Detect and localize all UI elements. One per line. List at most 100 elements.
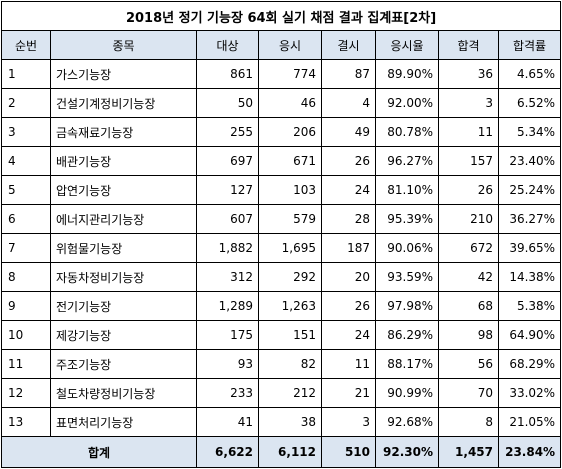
title-row: 2018년 정기 기능장 64회 실기 채점 결과 집계표[2차] (0, 1, 562, 31)
cell-applied: 1,263 (258, 291, 322, 321)
cell-applied: 103 (258, 175, 322, 205)
cell-pass-rate: 6.52% (497, 88, 562, 118)
total-applied: 6,112 (258, 436, 322, 468)
cell-target: 861 (196, 59, 259, 89)
cell-no: 4 (1, 146, 51, 176)
cell-name: 표면처리기능장 (50, 407, 197, 437)
header-applied: 응시 (258, 30, 322, 60)
table-row: 12 철도차량정비기능장 233 212 21 90.99% 70 33.02% (1, 378, 562, 408)
cell-pass-rate: 25.24% (497, 175, 562, 205)
cell-no: 6 (1, 204, 51, 234)
header-rate: 응시율 (375, 30, 439, 60)
cell-applied: 579 (258, 204, 322, 234)
cell-name: 제강기능장 (50, 320, 197, 350)
cell-applied: 292 (258, 262, 322, 292)
cell-target: 1,289 (196, 291, 259, 321)
cell-target: 175 (196, 320, 259, 350)
cell-passed: 157 (438, 146, 499, 176)
cell-name: 가스기능장 (50, 59, 197, 89)
cell-name: 배관기능장 (50, 146, 197, 176)
cell-absent: 21 (321, 378, 376, 408)
cell-no: 1 (1, 59, 51, 89)
header-no: 순번 (1, 30, 51, 60)
cell-rate: 93.59% (375, 262, 439, 292)
cell-pass-rate: 14.38% (497, 262, 562, 292)
total-passed: 1,457 (438, 436, 499, 468)
table-row: 6 에너지관리기능장 607 579 28 95.39% 210 36.27% (1, 204, 562, 234)
header-target: 대상 (196, 30, 259, 60)
cell-applied: 38 (258, 407, 322, 437)
table-row: 13 표면처리기능장 41 38 3 92.68% 8 21.05% (1, 407, 562, 437)
cell-passed: 3 (438, 88, 499, 118)
cell-rate: 89.90% (375, 59, 439, 89)
cell-passed: 68 (438, 291, 499, 321)
cell-target: 127 (196, 175, 259, 205)
cell-rate: 97.98% (375, 291, 439, 321)
total-label: 합계 (1, 436, 197, 468)
cell-no: 3 (1, 117, 51, 147)
cell-name: 주조기능장 (50, 349, 197, 379)
cell-applied: 151 (258, 320, 322, 350)
cell-passed: 56 (438, 349, 499, 379)
cell-passed: 210 (438, 204, 499, 234)
cell-applied: 82 (258, 349, 322, 379)
total-absent: 510 (321, 436, 376, 468)
table-row: 3 금속재료기능장 255 206 49 80.78% 11 5.34% (1, 117, 562, 147)
cell-rate: 86.29% (375, 320, 439, 350)
cell-name: 전기기능장 (50, 291, 197, 321)
cell-no: 12 (1, 378, 51, 408)
cell-rate: 95.39% (375, 204, 439, 234)
cell-applied: 671 (258, 146, 322, 176)
cell-name: 금속재료기능장 (50, 117, 197, 147)
cell-target: 697 (196, 146, 259, 176)
cell-name: 위험물기능장 (50, 233, 197, 263)
table-row: 9 전기기능장 1,289 1,263 26 97.98% 68 5.38% (1, 291, 562, 321)
header-passed: 합격 (438, 30, 499, 60)
cell-rate: 90.99% (375, 378, 439, 408)
cell-pass-rate: 5.34% (497, 117, 562, 147)
cell-no: 8 (1, 262, 51, 292)
cell-rate: 96.27% (375, 146, 439, 176)
header-pass-rate: 합격률 (497, 30, 562, 60)
cell-pass-rate: 23.40% (497, 146, 562, 176)
cell-passed: 8 (438, 407, 499, 437)
cell-absent: 26 (321, 291, 376, 321)
header-name: 종목 (50, 30, 197, 60)
header-absent: 결시 (321, 30, 376, 60)
cell-target: 607 (196, 204, 259, 234)
cell-passed: 98 (438, 320, 499, 350)
table-row: 7 위험물기능장 1,882 1,695 187 90.06% 672 39.65% (1, 233, 562, 263)
cell-no: 9 (1, 291, 51, 321)
cell-passed: 672 (438, 233, 499, 263)
cell-pass-rate: 64.90% (497, 320, 562, 350)
cell-pass-rate: 33.02% (497, 378, 562, 408)
table-row: 8 자동차정비기능장 312 292 20 93.59% 42 14.38% (1, 262, 562, 292)
cell-target: 41 (196, 407, 259, 437)
cell-passed: 11 (438, 117, 499, 147)
table-row: 2 건설기계정비기능장 50 46 4 92.00% 3 6.52% (1, 88, 562, 118)
total-pass-rate: 23.84% (497, 436, 562, 468)
cell-pass-rate: 68.29% (497, 349, 562, 379)
cell-absent: 3 (321, 407, 376, 437)
cell-pass-rate: 39.65% (497, 233, 562, 263)
cell-no: 7 (1, 233, 51, 263)
cell-name: 철도차량정비기능장 (50, 378, 197, 408)
header-row: 순번 종목 대상 응시 결시 응시율 합격 합격률 (1, 30, 562, 60)
table-title: 2018년 정기 기능장 64회 실기 채점 결과 집계표[2차] (0, 1, 562, 31)
cell-absent: 4 (321, 88, 376, 118)
cell-applied: 212 (258, 378, 322, 408)
table-row: 10 제강기능장 175 151 24 86.29% 98 64.90% (1, 320, 562, 350)
cell-absent: 11 (321, 349, 376, 379)
cell-pass-rate: 5.38% (497, 291, 562, 321)
cell-pass-rate: 21.05% (497, 407, 562, 437)
cell-passed: 26 (438, 175, 499, 205)
cell-target: 93 (196, 349, 259, 379)
table-row: 5 압연기능장 127 103 24 81.10% 26 25.24% (1, 175, 562, 205)
cell-no: 13 (1, 407, 51, 437)
cell-absent: 49 (321, 117, 376, 147)
cell-target: 255 (196, 117, 259, 147)
cell-rate: 80.78% (375, 117, 439, 147)
cell-name: 자동차정비기능장 (50, 262, 197, 292)
cell-target: 1,882 (196, 233, 259, 263)
